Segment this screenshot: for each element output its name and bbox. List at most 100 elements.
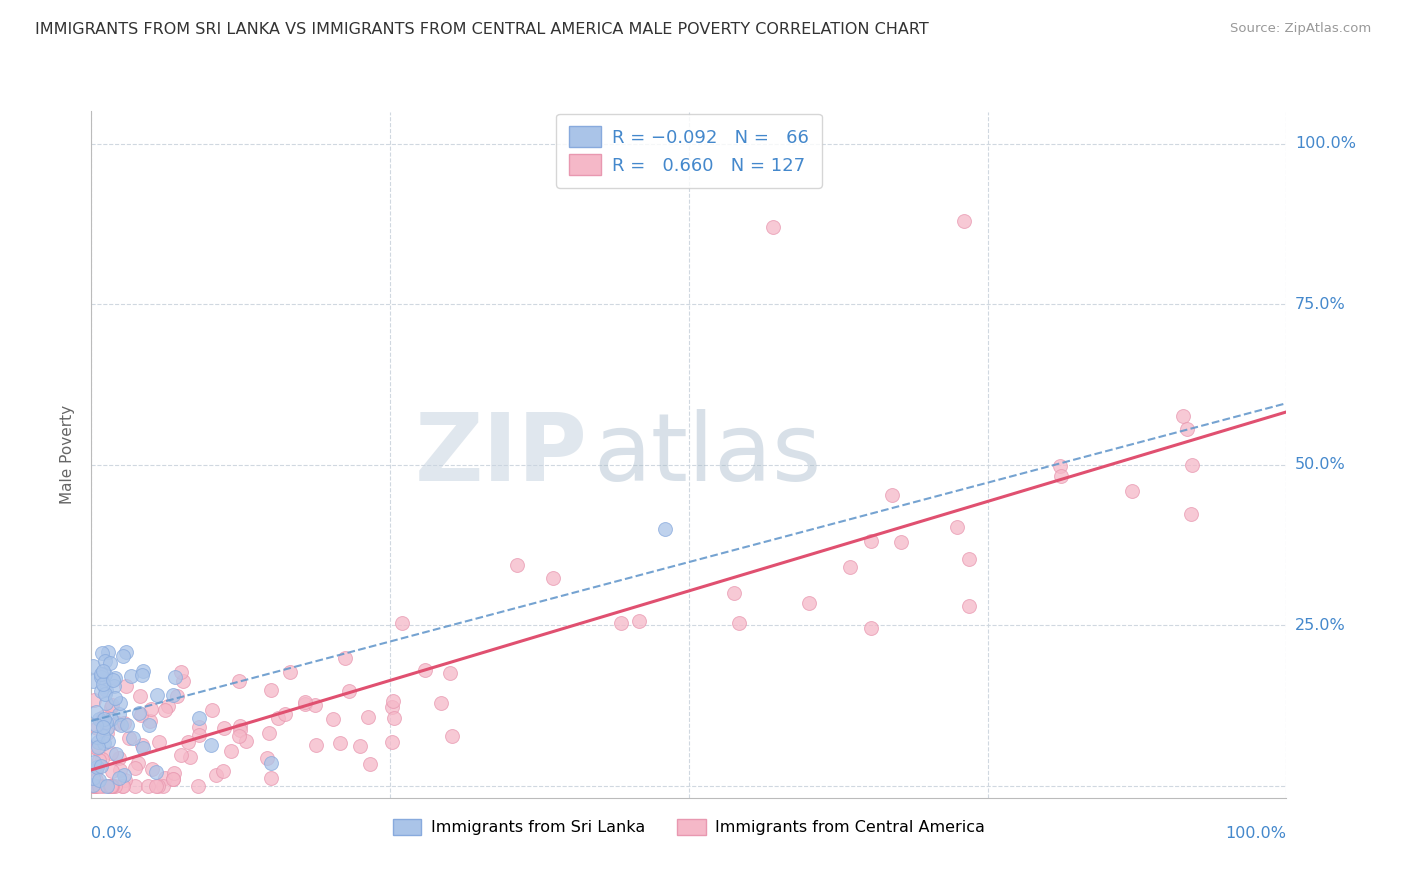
Point xyxy=(200,738,222,752)
Point xyxy=(882,488,904,502)
Point xyxy=(132,665,155,679)
Point xyxy=(107,771,129,785)
Point xyxy=(957,599,980,613)
Point xyxy=(87,713,110,727)
Point xyxy=(96,726,118,740)
Point xyxy=(139,701,162,715)
Point xyxy=(90,666,112,681)
Point xyxy=(506,558,529,572)
Point xyxy=(205,768,228,782)
Point xyxy=(329,736,352,750)
Point xyxy=(146,779,169,793)
Point xyxy=(761,220,783,235)
Point xyxy=(138,718,160,732)
Text: ZIP: ZIP xyxy=(415,409,588,501)
Point xyxy=(108,750,131,764)
Point xyxy=(93,736,115,750)
Point xyxy=(391,616,413,631)
Point xyxy=(439,666,461,681)
Point xyxy=(322,712,344,726)
Point xyxy=(96,683,118,698)
Point xyxy=(93,687,115,701)
Point xyxy=(104,747,127,762)
Point xyxy=(260,682,283,697)
Point xyxy=(128,690,150,704)
Point xyxy=(304,698,326,712)
Point xyxy=(90,684,112,698)
Point xyxy=(124,761,146,775)
Text: 75.0%: 75.0% xyxy=(1295,296,1346,311)
Point xyxy=(381,694,404,708)
Point xyxy=(87,753,110,767)
Point xyxy=(91,779,114,793)
Point xyxy=(131,668,153,682)
Point xyxy=(90,646,112,660)
Point xyxy=(162,688,184,702)
Point xyxy=(148,735,170,749)
Point xyxy=(93,680,115,694)
Point xyxy=(349,739,371,753)
Point xyxy=(337,684,360,698)
Point xyxy=(333,650,356,665)
Point xyxy=(89,773,111,788)
Point xyxy=(162,772,184,786)
Point xyxy=(83,693,105,707)
Point xyxy=(86,705,108,719)
Point xyxy=(128,706,150,720)
Point xyxy=(83,779,105,793)
Point xyxy=(211,764,233,778)
Point xyxy=(957,552,980,566)
Point xyxy=(115,645,138,659)
Point xyxy=(132,740,155,755)
Point xyxy=(610,616,633,631)
Point xyxy=(141,762,163,776)
Text: 25.0%: 25.0% xyxy=(1295,617,1346,632)
Point xyxy=(228,674,250,689)
Point xyxy=(100,712,122,726)
Point xyxy=(94,667,117,681)
Point xyxy=(82,673,104,688)
Point xyxy=(90,714,112,728)
Point xyxy=(357,709,380,723)
Point xyxy=(1049,458,1071,473)
Point xyxy=(118,731,141,745)
Point xyxy=(152,779,174,793)
Point xyxy=(98,779,121,793)
Point xyxy=(82,771,104,785)
Point xyxy=(1171,409,1194,423)
Point xyxy=(153,771,176,785)
Point xyxy=(82,658,104,673)
Point xyxy=(162,772,184,787)
Text: atlas: atlas xyxy=(593,409,821,501)
Point xyxy=(155,703,177,717)
Point xyxy=(91,677,114,691)
Point xyxy=(84,763,107,777)
Point xyxy=(163,670,186,684)
Point xyxy=(83,756,105,770)
Point xyxy=(104,671,127,685)
Point xyxy=(138,779,160,793)
Point xyxy=(187,711,211,725)
Point xyxy=(169,665,191,679)
Point xyxy=(219,743,242,757)
Point xyxy=(145,764,167,779)
Point xyxy=(200,703,222,717)
Point xyxy=(839,560,862,574)
Point xyxy=(1049,469,1071,483)
Point xyxy=(86,760,108,774)
Point xyxy=(103,679,125,693)
Point xyxy=(145,779,167,793)
Point xyxy=(112,768,135,782)
Point xyxy=(100,779,122,793)
Point xyxy=(946,520,969,534)
Point xyxy=(294,697,316,711)
Point xyxy=(156,698,179,713)
Point xyxy=(1175,422,1198,436)
Point xyxy=(111,648,134,663)
Point xyxy=(100,779,122,793)
Point xyxy=(122,731,145,745)
Point xyxy=(1121,483,1143,498)
Point xyxy=(86,721,108,735)
Point xyxy=(97,734,120,748)
Point xyxy=(413,663,436,677)
